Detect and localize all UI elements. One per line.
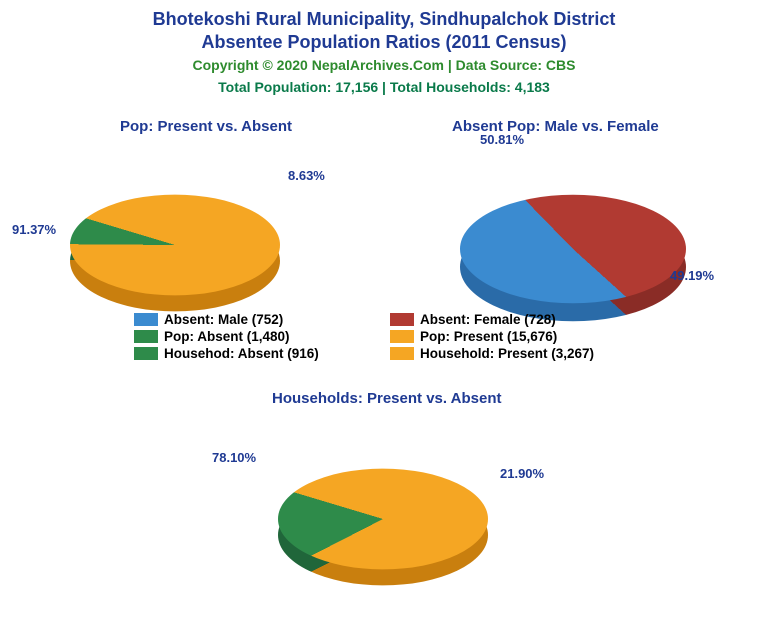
legend-item: Absent: Male (752) [134, 312, 378, 327]
legend-swatch [390, 347, 414, 360]
chart1-title: Pop: Present vs. Absent [120, 118, 292, 135]
legend-item: Household: Present (3,267) [390, 346, 634, 361]
chart3-label-a: 78.10% [212, 450, 256, 465]
main-title-line1: Bhotekoshi Rural Municipality, Sindhupal… [0, 8, 768, 31]
chart1-label-a: 91.37% [12, 222, 56, 237]
chart3-title: Households: Present vs. Absent [272, 390, 502, 407]
legend-item: Pop: Absent (1,480) [134, 329, 378, 344]
header: Bhotekoshi Rural Municipality, Sindhupal… [0, 0, 768, 95]
legend-swatch [134, 347, 158, 360]
totals-line: Total Population: 17,156 | Total Househo… [0, 79, 768, 95]
main-title-line2: Absentee Population Ratios (2011 Census) [0, 31, 768, 54]
legend-swatch [390, 330, 414, 343]
legend-swatch [134, 313, 158, 326]
copyright-line: Copyright © 2020 NepalArchives.Com | Dat… [0, 57, 768, 73]
legend-swatch [390, 313, 414, 326]
chart2-label-a: 50.81% [480, 132, 524, 147]
legend-label: Pop: Absent (1,480) [164, 329, 290, 344]
chart1-label-b: 8.63% [288, 168, 325, 183]
legend-item: Pop: Present (15,676) [390, 329, 634, 344]
legend: Absent: Male (752) Absent: Female (728) Po… [134, 312, 634, 361]
legend-item: Househod: Absent (916) [134, 346, 378, 361]
chart3-label-b: 21.90% [500, 466, 544, 481]
chart3-pie [278, 414, 488, 624]
legend-item: Absent: Female (728) [390, 312, 634, 327]
legend-label: Household: Present (3,267) [420, 346, 594, 361]
legend-label: Absent: Male (752) [164, 312, 283, 327]
legend-label: Absent: Female (728) [420, 312, 556, 327]
legend-swatch [134, 330, 158, 343]
legend-label: Househod: Absent (916) [164, 346, 319, 361]
chart2-label-b: 49.19% [670, 268, 714, 283]
legend-label: Pop: Present (15,676) [420, 329, 557, 344]
